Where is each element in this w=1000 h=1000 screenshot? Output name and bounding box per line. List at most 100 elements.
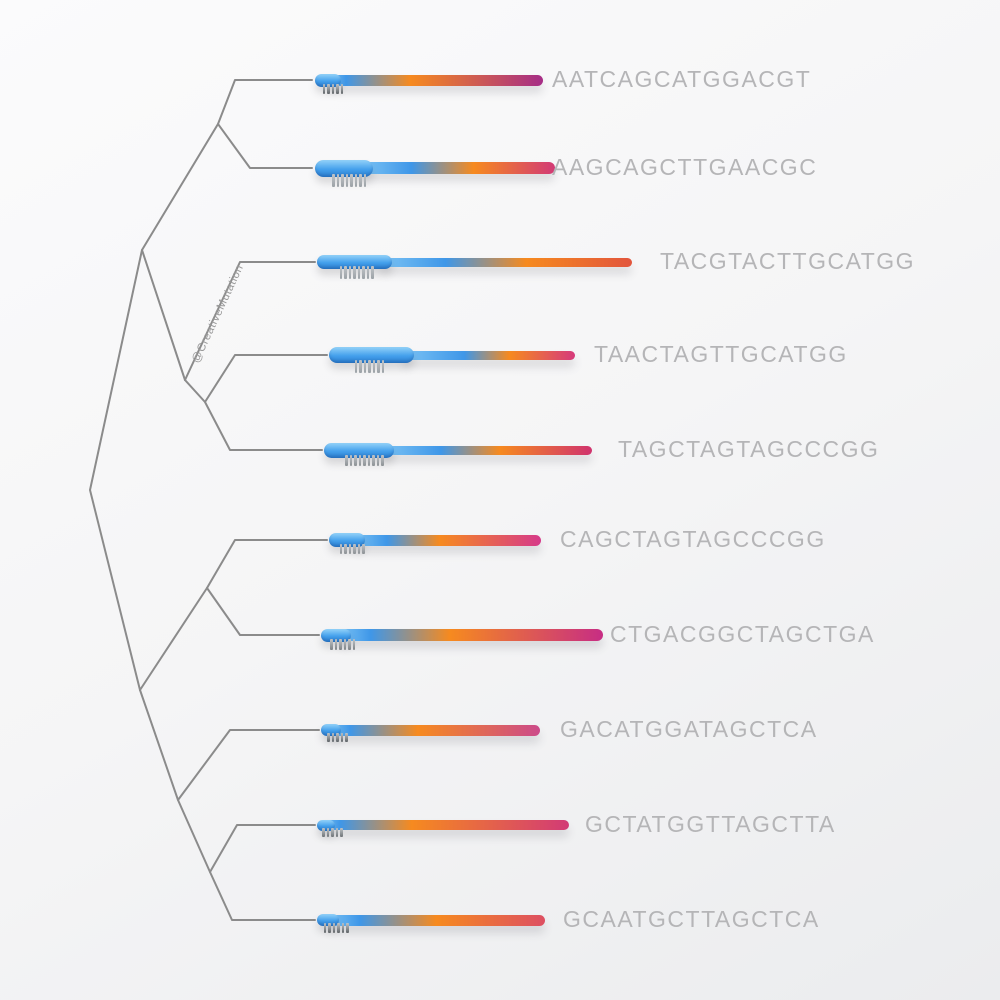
bristle (362, 266, 365, 279)
tree-branch (217, 79, 313, 169)
bristle (371, 266, 374, 279)
toothbrush-head (315, 159, 373, 177)
bristle (335, 827, 339, 837)
bristle (345, 173, 349, 187)
toothbrush-head (315, 73, 341, 87)
toothbrush-illustration (317, 249, 632, 279)
bristle (358, 454, 361, 466)
bristle (363, 360, 366, 373)
toothbrush-bristles (327, 733, 348, 742)
bristle (350, 173, 353, 187)
toothbrush-head (317, 819, 335, 831)
toothbrush-bristles (332, 173, 367, 187)
bristle (336, 173, 340, 187)
toothbrush-bristles (322, 83, 344, 94)
bristle (357, 266, 360, 279)
toothbrush-illustration (315, 67, 543, 94)
bristle (330, 638, 333, 650)
tree-branch (204, 354, 328, 451)
bristle (328, 923, 331, 933)
bristle (322, 827, 325, 837)
toothbrush-illustration (321, 717, 540, 743)
toothbrush-illustration (324, 437, 592, 466)
bristle (344, 544, 347, 554)
toothbrush-bristles (339, 266, 374, 279)
toothbrush-illustration (315, 155, 555, 187)
bristle (345, 454, 348, 466)
tree-branch (206, 587, 320, 636)
bristle (367, 454, 370, 466)
bristle (339, 544, 343, 554)
bristle (332, 173, 335, 187)
toothbrush-illustration (329, 527, 541, 554)
bristle (353, 266, 356, 279)
sequence-label: GACATGGATAGCTCA (560, 716, 818, 742)
toothbrush-bristles (323, 923, 349, 933)
sequence-label: TAACTAGTTGCATGG (594, 341, 848, 367)
bristle (357, 544, 361, 554)
bristle (334, 638, 337, 650)
toothbrush-handle (402, 350, 575, 360)
bristle (363, 454, 366, 466)
bristle (339, 638, 342, 650)
toothbrush-handle (380, 257, 632, 267)
bristle (340, 733, 343, 742)
bristle (336, 83, 339, 94)
bristle (323, 923, 327, 933)
bristle (352, 638, 355, 650)
bristle (359, 360, 362, 373)
tree-branch (139, 539, 328, 691)
bristle (344, 266, 347, 279)
toothbrush-handle (327, 914, 545, 926)
tree-branch (89, 249, 143, 691)
bristle (336, 733, 339, 742)
toothbrush-handle (353, 534, 541, 546)
sequence-label: GCAATGCTTAGCTCA (563, 906, 820, 932)
bristle (348, 266, 351, 279)
toothbrush-illustration (329, 342, 575, 373)
tree-branch (184, 379, 206, 403)
toothbrush-illustration (321, 622, 603, 650)
bristle (372, 454, 375, 466)
toothbrush-illustration (317, 907, 545, 933)
bristle (331, 83, 335, 94)
toothbrush-handle (329, 74, 543, 86)
toothbrush-handle (339, 629, 603, 641)
bristle (341, 173, 344, 187)
sequence-label: GCTATGGTTAGCTTA (585, 811, 836, 837)
bristle (359, 173, 362, 187)
bristle (341, 923, 345, 933)
sequence-label: CTGACGGCTAGCTGA (610, 621, 875, 647)
bristle (332, 923, 336, 933)
bristle (381, 454, 384, 466)
bristle (349, 454, 352, 466)
bristle (377, 360, 380, 373)
toothbrush-handle (361, 162, 555, 174)
bristle (348, 544, 352, 554)
tree-branch (184, 261, 316, 381)
toothbrush-head (321, 628, 351, 642)
toothbrush-bristles (322, 827, 343, 837)
bristle (354, 173, 358, 187)
bristle (340, 827, 343, 837)
bristle (354, 360, 357, 373)
bristle (322, 83, 326, 94)
toothbrush-bristles (345, 454, 384, 466)
bristle (363, 173, 367, 187)
bristle (372, 360, 375, 373)
toothbrush-handle (323, 820, 569, 830)
bristle (337, 923, 340, 933)
sequence-label: AAGCAGCTTGAACGC (552, 154, 818, 180)
bristle (326, 827, 330, 837)
bristle (362, 544, 365, 554)
bristle (331, 733, 334, 742)
toothbrush-bristles (354, 360, 384, 373)
bristle (348, 638, 351, 650)
bristle (340, 83, 344, 94)
sequence-label: TAGCTAGTAGCCCGG (618, 436, 880, 462)
sequence-label: CAGCTAGTAGCCCGG (560, 526, 826, 552)
bristle (345, 733, 348, 742)
bristle (343, 638, 346, 650)
